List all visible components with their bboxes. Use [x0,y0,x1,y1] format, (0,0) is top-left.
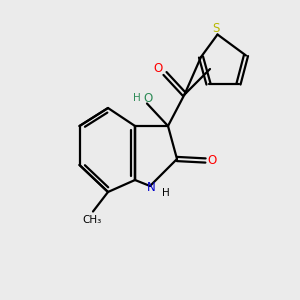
Text: H: H [162,188,170,198]
Text: S: S [212,22,220,35]
Text: CH₃: CH₃ [82,215,101,225]
Text: O: O [154,62,163,76]
Text: N: N [147,181,156,194]
Text: O: O [144,92,153,105]
Text: O: O [208,154,217,167]
Text: H: H [133,93,140,103]
